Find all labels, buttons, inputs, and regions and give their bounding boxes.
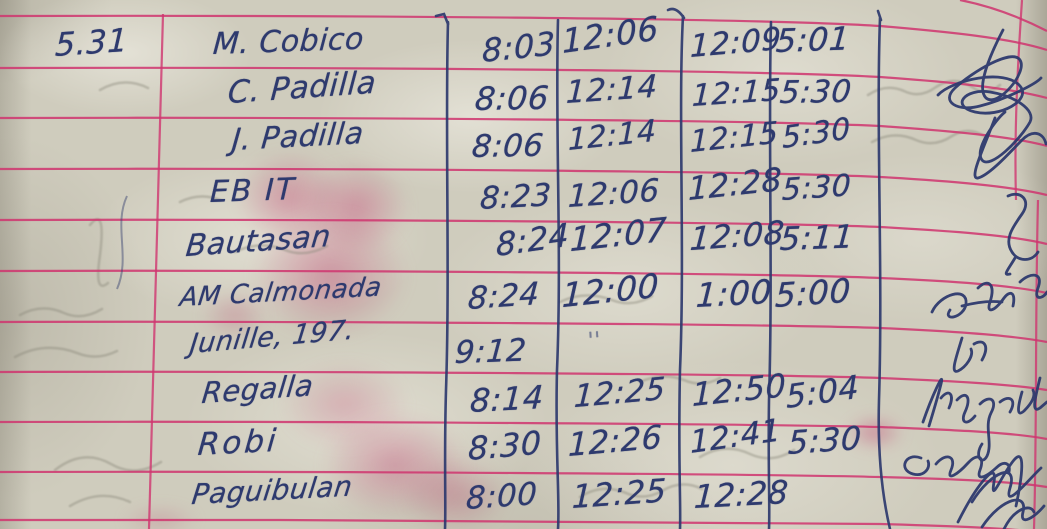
time-in-cell: 9:12 bbox=[453, 332, 528, 372]
ink-blot bbox=[400, 455, 510, 529]
time-out-cell: 5:11 bbox=[778, 217, 856, 259]
noon-in-cell: 1:00 bbox=[695, 271, 774, 316]
noon-out-cell: 12:14 bbox=[565, 68, 659, 112]
noon-out-cell: 12:06 bbox=[567, 172, 661, 216]
noon-in-cell: 12:15 bbox=[691, 72, 782, 115]
noon-in-cell: 12:28 bbox=[693, 472, 790, 517]
time-in-cell: 8:00 bbox=[465, 475, 539, 518]
ink-blot bbox=[250, 210, 410, 340]
time-in-cell: 8:30 bbox=[467, 423, 542, 469]
name-cell: M. Cobico bbox=[211, 21, 366, 63]
noon-out-cell: 12:26 bbox=[567, 417, 663, 465]
date-entry: 5.31 bbox=[54, 20, 129, 65]
ditto-marks: '' bbox=[587, 328, 602, 354]
time-in-cell: 8:23 bbox=[479, 177, 553, 218]
time-out-cell: 5:30 bbox=[778, 73, 854, 112]
time-in-cell: 8:03 bbox=[482, 24, 556, 71]
time-in-cell: 8:14 bbox=[469, 378, 545, 421]
table-column-lines bbox=[434, 7, 892, 529]
time-out-cell: 5:30 bbox=[781, 168, 852, 209]
noon-out-cell: 12:25 bbox=[571, 471, 668, 517]
name-cell: EB IT bbox=[209, 171, 297, 211]
noon-in-cell: 12:09 bbox=[689, 20, 782, 66]
name-cell: Robi bbox=[196, 422, 281, 464]
time-in-cell: 8:24 bbox=[466, 275, 541, 318]
noon-in-cell: 12:08 bbox=[688, 213, 786, 259]
ink-blot bbox=[120, 505, 200, 529]
time-out-cell: 5:01 bbox=[774, 19, 852, 61]
name-cell: J. Padilla bbox=[230, 115, 366, 159]
time-in-cell: 8:06 bbox=[470, 127, 546, 166]
ink-blot bbox=[845, 415, 905, 450]
noon-out-cell: 12:25 bbox=[573, 370, 667, 416]
ink-blot bbox=[200, 290, 270, 340]
time-in-cell: 8:06 bbox=[473, 78, 551, 119]
time-out-cell: 5:30 bbox=[787, 418, 863, 463]
stray-pen-stroke bbox=[116, 195, 128, 290]
time-out-cell: 5:00 bbox=[774, 270, 852, 316]
